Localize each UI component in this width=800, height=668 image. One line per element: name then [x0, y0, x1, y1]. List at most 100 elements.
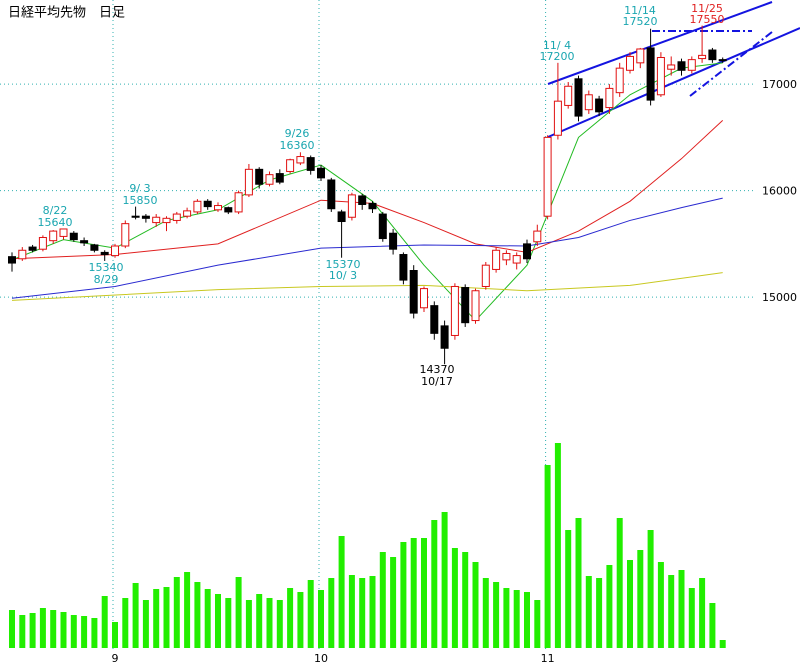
volume-bar	[266, 598, 273, 648]
candle-body	[708, 49, 717, 61]
candle-body	[409, 270, 418, 314]
candle-body	[420, 288, 428, 309]
moving-average	[11, 62, 723, 322]
candle-body	[574, 78, 583, 117]
annotation: 15850	[123, 194, 158, 207]
volume-bar	[142, 600, 149, 648]
volume-bar	[709, 603, 716, 648]
annotation: 17550	[690, 13, 725, 26]
volume-bar	[39, 608, 46, 648]
volume-bar	[719, 640, 726, 648]
volume-bar	[616, 518, 623, 648]
candle-body	[214, 205, 222, 211]
candle-body	[553, 100, 562, 136]
candle-body	[121, 223, 130, 247]
candle-body	[656, 57, 665, 96]
candle-body	[183, 210, 192, 217]
candle-body	[368, 202, 377, 210]
volume-bar	[668, 575, 675, 648]
candle-body	[512, 255, 521, 264]
volume-bar	[287, 588, 294, 648]
volume-bar	[348, 575, 355, 648]
annotations: 8/22 15640 9/ 3 15850 15340 8/29 9/26 16…	[38, 2, 725, 388]
candle-body	[564, 85, 573, 106]
candle-body	[337, 211, 346, 223]
volume-bar	[307, 580, 314, 648]
candle-body	[317, 167, 325, 179]
volume-bar	[184, 572, 191, 648]
candle-body	[399, 254, 408, 281]
candle-body	[327, 179, 336, 210]
annotation: 10/ 3	[329, 269, 357, 282]
volume-bar	[513, 590, 520, 648]
candle-body	[8, 256, 16, 264]
moving-average	[11, 272, 723, 301]
annotation: 10/17	[421, 375, 453, 388]
y-tick-label: 17000	[762, 78, 797, 91]
volume-bar	[50, 610, 57, 648]
volume-bar	[328, 578, 335, 648]
candle-body	[131, 215, 140, 218]
volume-bar	[441, 512, 448, 648]
volume-bar	[101, 596, 108, 648]
candle-body	[38, 236, 47, 250]
candle-body	[162, 217, 171, 224]
volume-bar	[276, 600, 283, 648]
volume-bar	[390, 557, 397, 648]
volume-bar	[462, 552, 469, 648]
volume-bar	[194, 582, 201, 648]
volume-bar	[565, 530, 572, 648]
candle-body	[450, 285, 459, 336]
candle-body	[306, 157, 315, 171]
candle-body	[667, 64, 676, 70]
volume-bar	[534, 600, 541, 648]
candle-body	[605, 87, 614, 109]
grid-layer	[0, 0, 755, 650]
volume-bar	[596, 578, 603, 648]
volume-bar	[688, 588, 695, 648]
volume-bar	[29, 613, 36, 648]
candle-body	[265, 174, 274, 185]
volume-bar	[657, 562, 664, 648]
volume-bar	[699, 578, 706, 648]
volume-bar	[338, 536, 345, 648]
candle-body	[543, 136, 552, 217]
annotation: 16360	[280, 139, 315, 152]
volume-bar	[81, 616, 88, 648]
volume-bar	[421, 538, 427, 648]
volume-bar	[235, 577, 242, 648]
candle-body	[718, 59, 727, 62]
candle-body	[193, 200, 202, 213]
volume-bar	[585, 576, 592, 648]
volume-bar	[503, 588, 510, 648]
volume-bar	[606, 565, 613, 648]
y-tick-label: 16000	[762, 185, 797, 198]
moving-average	[11, 197, 723, 299]
volume-bar	[359, 578, 366, 648]
volume-bar	[60, 612, 67, 648]
candle-body	[358, 195, 367, 205]
candle-body	[275, 173, 284, 183]
volume-bar	[9, 610, 15, 648]
volume-bar	[245, 600, 252, 648]
annotation: 14370	[420, 363, 455, 376]
volume-bar	[554, 443, 561, 648]
x-tick-label: 10	[314, 652, 328, 665]
volume-bar	[225, 598, 232, 648]
candle-body	[461, 287, 470, 324]
annotation: 15340	[89, 261, 124, 274]
volume-bar	[369, 576, 376, 648]
candle-body	[646, 47, 655, 101]
candle-body	[698, 54, 707, 60]
annotation: 11/14	[624, 4, 656, 17]
trend-line	[689, 31, 773, 97]
candle-body	[141, 215, 150, 219]
volume-bar	[91, 618, 98, 648]
volume-bar	[410, 538, 417, 648]
candle-body	[615, 67, 624, 94]
candle-body	[80, 240, 89, 244]
moving-average	[11, 119, 724, 260]
candle-body	[59, 228, 68, 237]
volume-bar	[637, 550, 644, 648]
